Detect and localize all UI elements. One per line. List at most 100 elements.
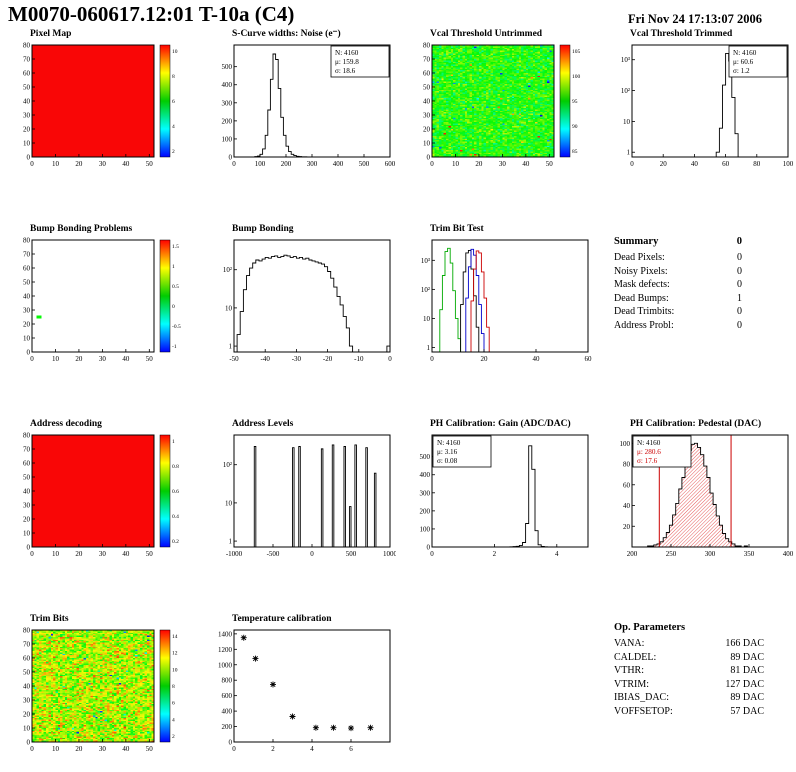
summary-label: Address Probl: bbox=[614, 319, 674, 331]
svg-text:0: 0 bbox=[232, 745, 236, 753]
plot-area: 0 10 20 30 40 50 0 10 20 30 40 50 60 70 80 10 8 6 4 2 bbox=[4, 41, 194, 173]
svg-text:200: 200 bbox=[281, 160, 292, 168]
svg-text:6: 6 bbox=[349, 745, 353, 753]
svg-text:50: 50 bbox=[546, 160, 554, 168]
svg-text:50: 50 bbox=[146, 745, 154, 753]
svg-text:70: 70 bbox=[423, 56, 431, 64]
svg-text:10: 10 bbox=[52, 355, 60, 363]
svg-text:0: 0 bbox=[30, 355, 34, 363]
bump-problems-heatmap bbox=[32, 240, 154, 352]
chart-title: Vcal Threshold Trimmed bbox=[630, 29, 733, 39]
svg-text:10²: 10² bbox=[223, 266, 232, 274]
chart-vcal-trimmed: Vcal Threshold Trimmed 0 20 40 60 80 100 1 10 10… bbox=[604, 28, 794, 174]
chart-title: Bump Bonding bbox=[232, 224, 294, 234]
svg-text:100: 100 bbox=[420, 525, 431, 533]
svg-text:200: 200 bbox=[627, 550, 638, 558]
svg-text:14: 14 bbox=[172, 634, 178, 640]
svg-text:-20: -20 bbox=[323, 355, 333, 363]
address-levels-plot: -1000 -500 0 500 1000 1 10 10² bbox=[223, 434, 396, 558]
svg-text:100: 100 bbox=[222, 135, 233, 143]
svg-text:500: 500 bbox=[359, 160, 370, 168]
svg-text:N: 4160: N: 4160 bbox=[733, 49, 757, 57]
svg-text:2: 2 bbox=[271, 745, 275, 753]
svg-text:50: 50 bbox=[423, 84, 431, 92]
svg-text:80: 80 bbox=[23, 237, 31, 245]
svg-text:-1000: -1000 bbox=[226, 550, 243, 558]
address-decoding-heatmap bbox=[32, 435, 154, 547]
svg-text:70: 70 bbox=[23, 446, 31, 454]
svg-text:10: 10 bbox=[23, 140, 31, 148]
svg-text:1200: 1200 bbox=[218, 646, 233, 654]
svg-text:40: 40 bbox=[423, 98, 431, 106]
svg-text:σ: 17.6: σ: 17.6 bbox=[637, 457, 658, 465]
summary-value: 0 bbox=[737, 319, 742, 331]
svg-text:20: 20 bbox=[660, 160, 668, 168]
svg-text:10: 10 bbox=[52, 160, 60, 168]
svg-text:0: 0 bbox=[229, 739, 233, 747]
op-label: VTRIM: bbox=[614, 678, 649, 690]
op-label: CALDEL: bbox=[614, 651, 657, 663]
svg-text:500: 500 bbox=[346, 550, 357, 558]
op-value: 81 DAC bbox=[730, 665, 764, 676]
svg-text:20: 20 bbox=[475, 160, 483, 168]
svg-text:40: 40 bbox=[23, 98, 31, 106]
op-label: VTHR: bbox=[614, 665, 644, 676]
svg-text:8: 8 bbox=[172, 74, 175, 80]
svg-text:100: 100 bbox=[783, 160, 794, 168]
svg-text:6: 6 bbox=[172, 99, 175, 105]
svg-text:-40: -40 bbox=[261, 355, 271, 363]
svg-text:300: 300 bbox=[307, 160, 318, 168]
svg-text:10: 10 bbox=[623, 118, 631, 126]
svg-text:400: 400 bbox=[222, 708, 233, 716]
summary-row-dead-pixels: Dead Pixels: 0 bbox=[614, 251, 742, 265]
svg-text:10: 10 bbox=[52, 550, 60, 558]
svg-text:60: 60 bbox=[722, 160, 730, 168]
chart-title: Bump Bonding Problems bbox=[30, 224, 133, 234]
summary-row-noisy-pixels: Noisy Pixels: 0 bbox=[614, 265, 742, 279]
svg-text:σ: 1.2: σ: 1.2 bbox=[733, 67, 750, 75]
chart-address-decoding: Address decoding 0 10 20 30 40 50 0 10 20 30 40 50 6… bbox=[4, 418, 194, 564]
svg-text:50: 50 bbox=[23, 474, 31, 482]
svg-text:60: 60 bbox=[23, 460, 31, 468]
svg-text:400: 400 bbox=[333, 160, 344, 168]
svg-text:10²: 10² bbox=[621, 87, 630, 95]
plot-area: 0 20 40 60 80 100 1 10 10² 10³ N: 4160 μ: 60.6 σ: 1.… bbox=[604, 41, 794, 173]
op-value: 166 DAC bbox=[725, 638, 764, 649]
svg-text:20: 20 bbox=[623, 523, 631, 531]
plot-area: 0 2 4 6 0 200 400 600 800 1000 1200 1400 bbox=[206, 626, 396, 758]
summary-value: 0 bbox=[737, 265, 742, 277]
svg-text:10: 10 bbox=[423, 140, 431, 148]
svg-text:40: 40 bbox=[691, 160, 699, 168]
op-label: VOFFSETOP: bbox=[614, 705, 673, 717]
svg-text:200: 200 bbox=[420, 507, 431, 515]
op-value: 127 DAC bbox=[725, 678, 764, 690]
summary-value: 0 bbox=[737, 306, 742, 317]
svg-text:500: 500 bbox=[420, 453, 431, 461]
svg-text:20: 20 bbox=[481, 355, 489, 363]
svg-text:100: 100 bbox=[620, 440, 631, 448]
trim-bits-plot: 0 10 20 30 40 50 0 10 20 30 40 50 60 70 80 14 12 10 8 6 4 2 bbox=[23, 627, 178, 754]
svg-text:50: 50 bbox=[23, 279, 31, 287]
plot-area: 0 10 20 30 40 50 0 10 20 30 40 50 60 70 80 1 0.8 0.6 0.4 0.… bbox=[4, 431, 194, 563]
plot-area: 0 20 40 60 1 10 10² 10³ bbox=[404, 236, 594, 368]
svg-text:0.6: 0.6 bbox=[172, 489, 179, 495]
svg-text:20: 20 bbox=[23, 711, 31, 719]
svg-text:4: 4 bbox=[172, 124, 175, 130]
chart-ph-gain: PH Calibration: Gain (ADC/DAC) 0 2 4 0 100 20… bbox=[404, 418, 594, 564]
chart-title: Address Levels bbox=[232, 419, 294, 429]
chart-address-levels: Address Levels -1000 -500 0 500 1000 1 10 10² bbox=[206, 418, 396, 564]
svg-text:0: 0 bbox=[430, 160, 434, 168]
summary-title: Summary bbox=[614, 236, 659, 247]
svg-text:400: 400 bbox=[420, 471, 431, 479]
summary-label: Dead Pixels: bbox=[614, 252, 665, 263]
svg-text:0: 0 bbox=[630, 160, 634, 168]
svg-text:60: 60 bbox=[23, 265, 31, 273]
svg-text:10: 10 bbox=[23, 725, 31, 733]
summary-row-mask-defects: Mask defects: 0 bbox=[614, 278, 742, 292]
svg-text:-30: -30 bbox=[292, 355, 302, 363]
svg-text:600: 600 bbox=[222, 692, 233, 700]
svg-text:40: 40 bbox=[23, 488, 31, 496]
plot-area: 0 10 20 30 40 50 0 10 20 30 40 50 60 70 80 14 12 10 8 6 4 2 bbox=[4, 626, 194, 758]
svg-text:μ: 280.6: μ: 280.6 bbox=[637, 448, 661, 456]
svg-text:0.2: 0.2 bbox=[172, 539, 179, 545]
